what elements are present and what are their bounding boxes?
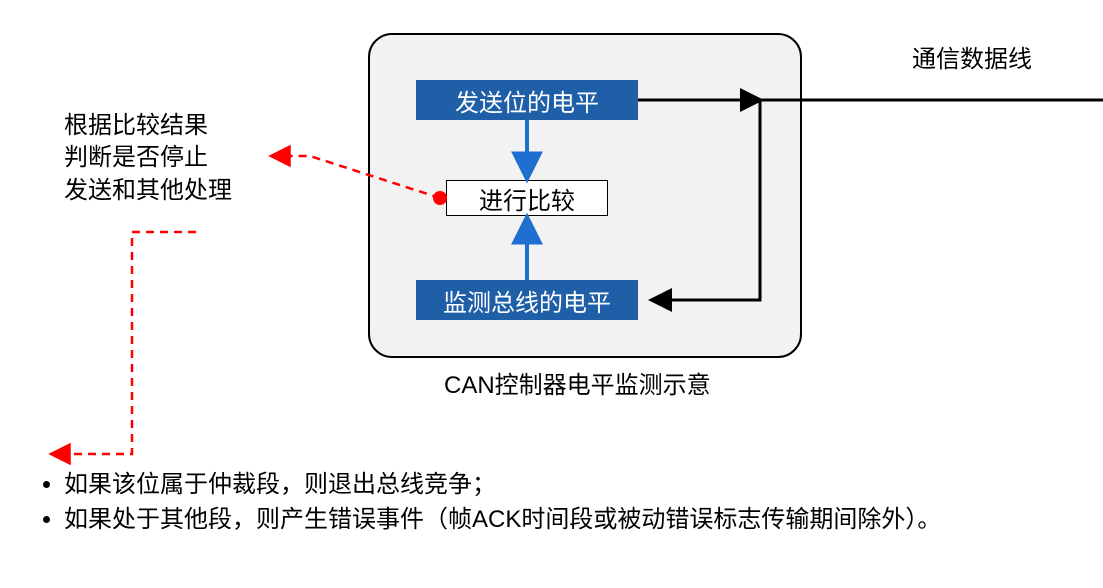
- red-arrow-to-bullets: [52, 232, 196, 454]
- compare-result-note: 根据比较结果 判断是否停止 发送和其他处理: [64, 110, 232, 207]
- list-item: 如果处于其他段，则产生错误事件（帧ACK时间段或被动错误标志传输期间除外）。: [64, 503, 1056, 538]
- list-item: 如果该位属于仲裁段，则退出总线竞争；: [64, 468, 1056, 503]
- box-monitor-level: 监测总线的电平: [416, 280, 638, 320]
- diagram-caption: CAN控制器电平监测示意: [444, 370, 711, 402]
- data-line-label: 通信数据线: [912, 44, 1032, 76]
- box-compare: 进行比较: [446, 180, 608, 216]
- result-bullet-list: 如果该位属于仲裁段，则退出总线竞争； 如果处于其他段，则产生错误事件（帧ACK时…: [36, 468, 1056, 538]
- box-send-level: 发送位的电平: [416, 80, 638, 120]
